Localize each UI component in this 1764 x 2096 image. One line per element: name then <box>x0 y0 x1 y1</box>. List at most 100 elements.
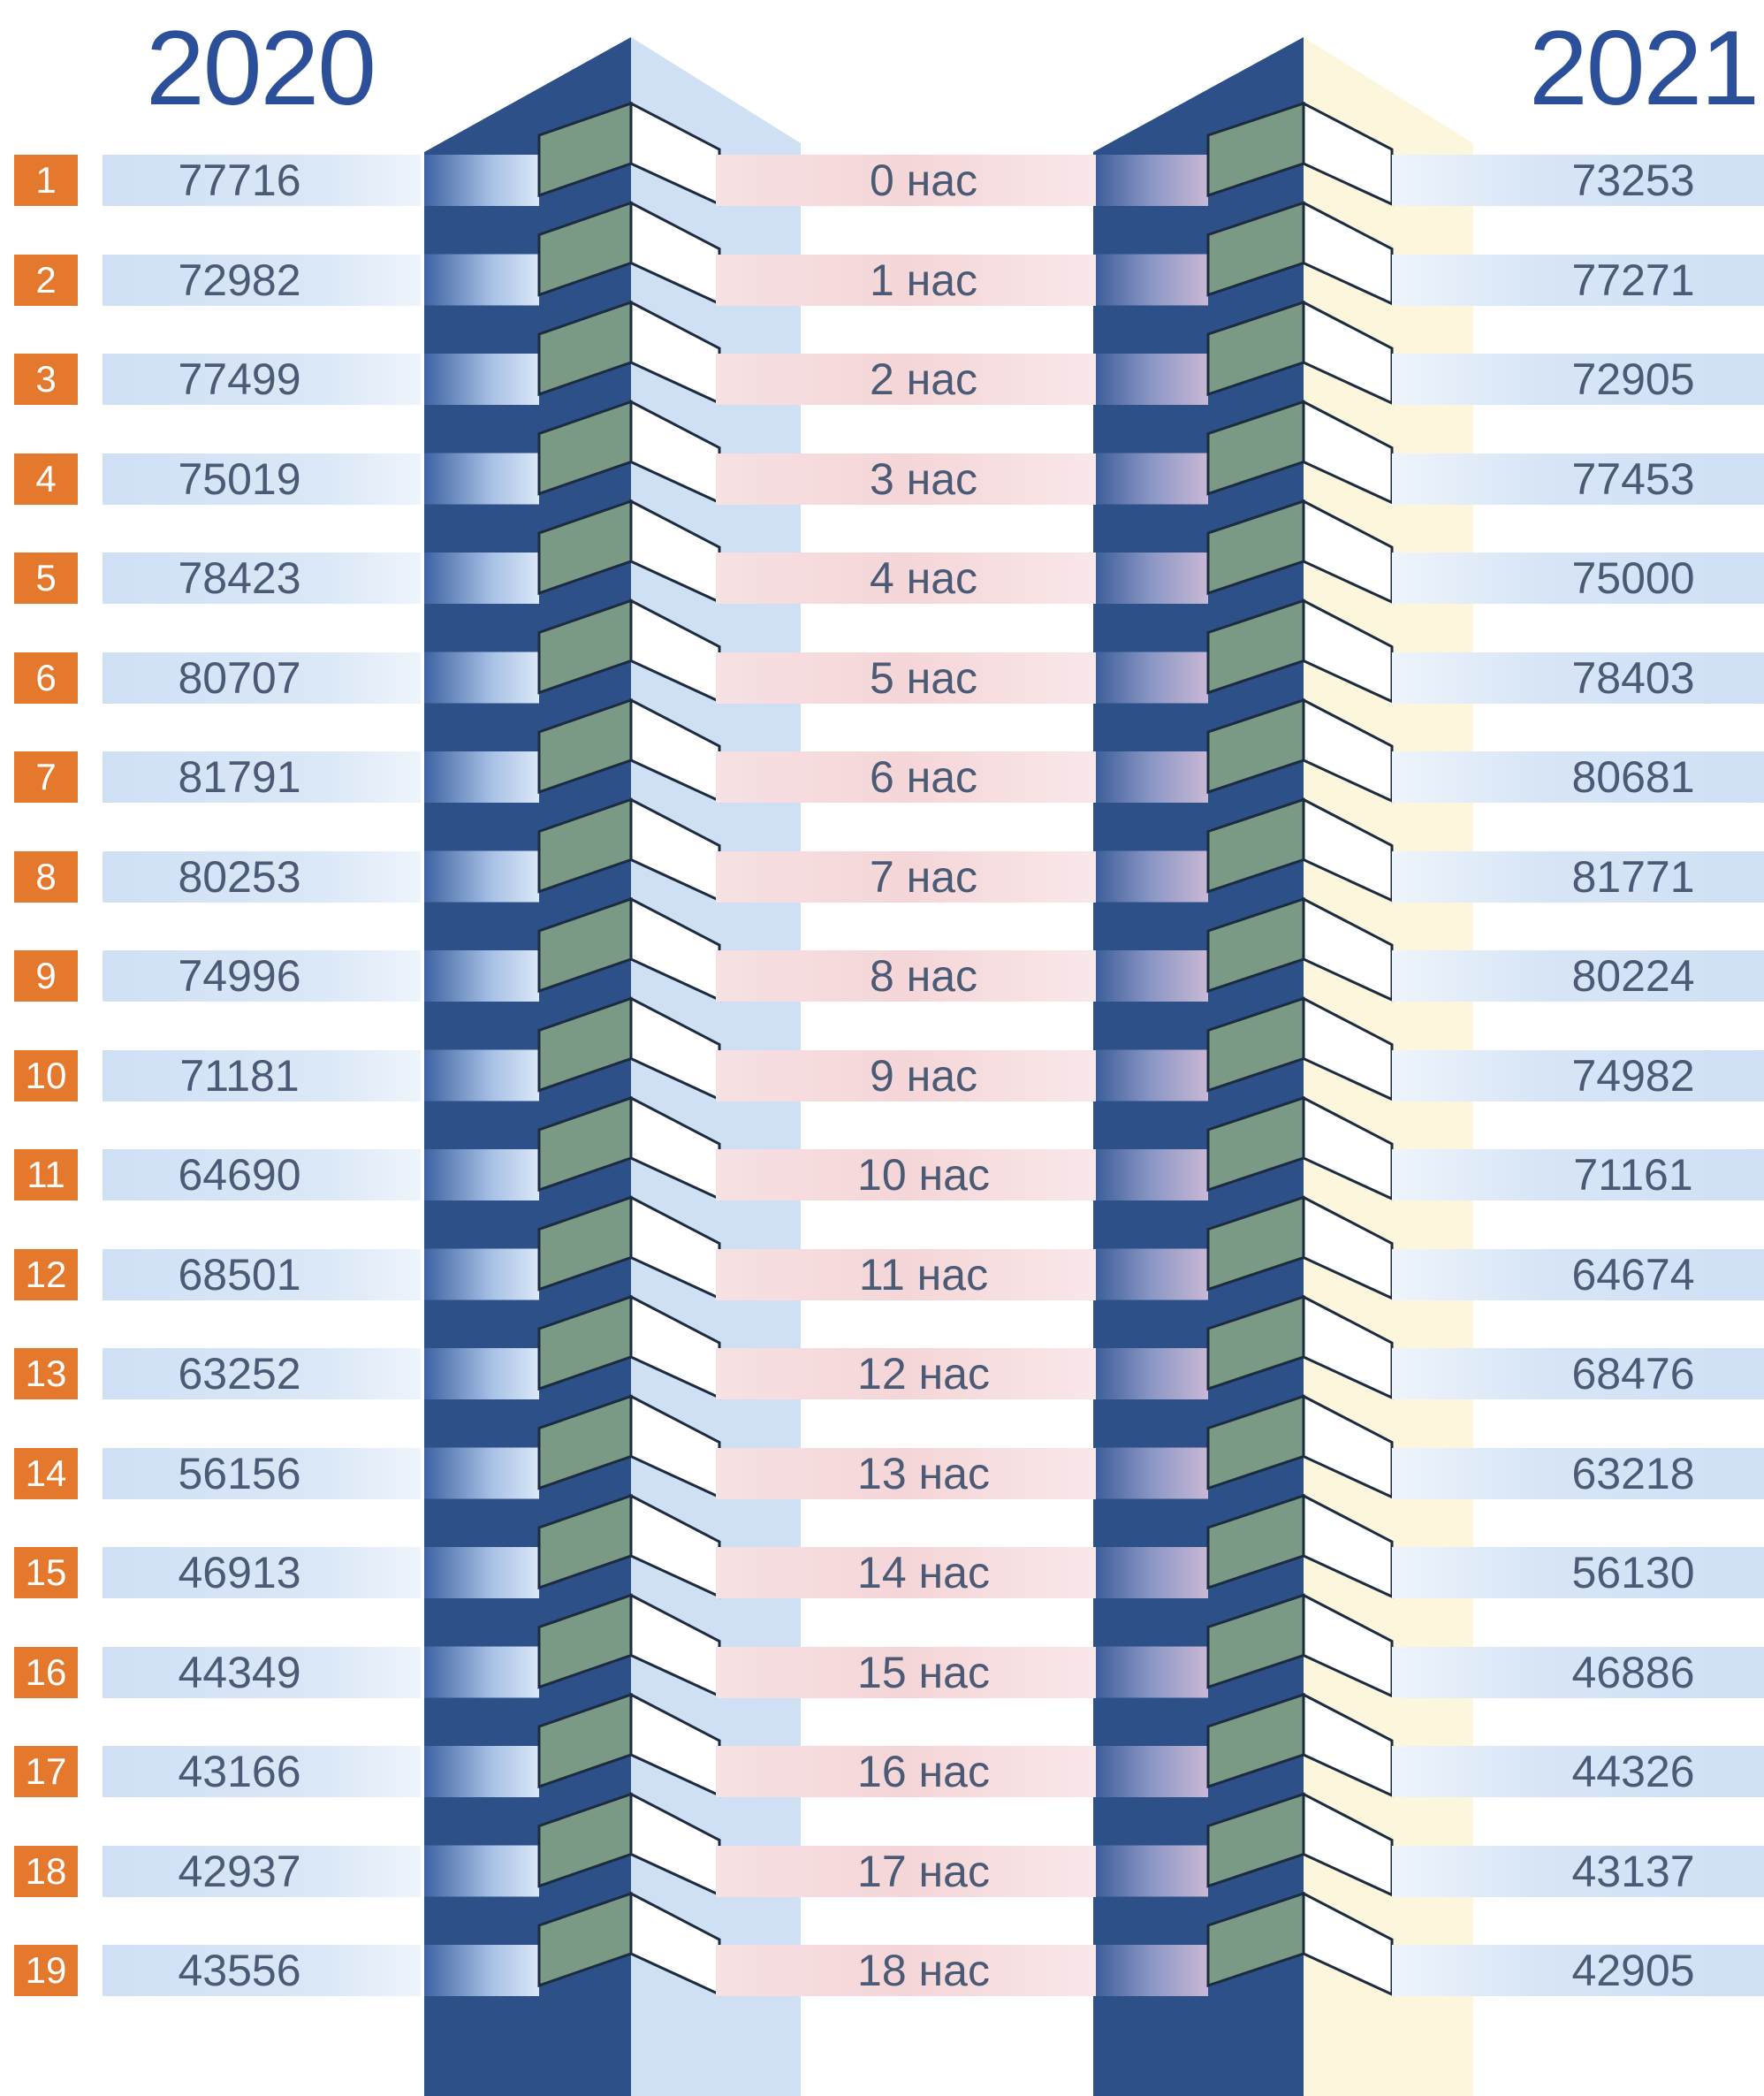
row-number-badge: 14 <box>14 1447 78 1499</box>
tower-right-band <box>1093 254 1208 306</box>
value-2020: 64690 <box>178 1150 301 1200</box>
tower-left-band <box>424 950 539 1002</box>
row-number-badge: 8 <box>14 850 78 903</box>
tower-left-band <box>424 1248 539 1300</box>
row-strip-2021 <box>1392 155 1764 206</box>
age-label: 10 нас <box>857 1150 990 1200</box>
row-strip-2021 <box>1392 1049 1764 1101</box>
tower-right-band <box>1093 1845 1208 1897</box>
table-row: 16 44349 15 нас 46886 <box>0 1646 1764 1700</box>
table-row: 9 74996 8 нас 80224 <box>0 950 1764 1003</box>
row-strip-2020 <box>103 1049 421 1101</box>
value-2020: 77716 <box>178 156 301 205</box>
row-strip-age <box>716 1049 1096 1101</box>
age-label: 6 нас <box>869 752 978 802</box>
row-strip-2020 <box>103 1149 421 1200</box>
age-label: 5 нас <box>869 652 978 703</box>
value-2021: 68476 <box>1571 1349 1695 1399</box>
row-strip-age <box>716 254 1096 306</box>
age-label: 2 нас <box>869 354 978 404</box>
table-row: 17 43166 16 нас 44326 <box>0 1746 1764 1799</box>
value-2021: 46886 <box>1571 1647 1695 1697</box>
row-strip-2021 <box>1392 1447 1764 1499</box>
age-label: 3 нас <box>869 453 978 504</box>
row-strip-2021 <box>1392 1746 1764 1797</box>
value-2021: 81771 <box>1571 851 1695 902</box>
tower-left-band <box>424 453 539 505</box>
value-2020: 72982 <box>178 255 301 305</box>
row-strip-age <box>716 453 1096 505</box>
row-strip-2020 <box>103 1348 421 1399</box>
tower-left-band <box>424 850 539 903</box>
row-number-badge: 10 <box>14 1049 78 1101</box>
tower-left-band <box>424 1646 539 1698</box>
row-number-badge: 12 <box>14 1248 78 1300</box>
tower-left-band <box>424 1447 539 1499</box>
row-strip-2021 <box>1392 1945 1764 1996</box>
tower-right-band <box>1093 354 1208 405</box>
table-row: 10 71181 9 нас 74982 <box>0 1049 1764 1103</box>
row-number-badge: 5 <box>14 553 78 604</box>
table-row: 5 78423 4 нас 75000 <box>0 553 1764 606</box>
value-2020: 56156 <box>178 1448 301 1498</box>
table-row: 2 72982 1 нас 77271 <box>0 254 1764 308</box>
row-strip-2020 <box>103 453 421 505</box>
value-2021: 42905 <box>1571 1946 1695 1995</box>
value-2020: 43556 <box>178 1946 301 1995</box>
value-2021: 43137 <box>1571 1846 1695 1896</box>
row-strip-age <box>716 1447 1096 1499</box>
tower-right-band <box>1093 652 1208 704</box>
tower-left-band <box>424 553 539 604</box>
row-strip-2020 <box>103 553 421 604</box>
row-strip-age <box>716 850 1096 903</box>
tower-left-band <box>424 1547 539 1598</box>
row-number-badge: 15 <box>14 1547 78 1598</box>
value-2020: 80707 <box>178 652 301 703</box>
row-strip-age <box>716 1746 1096 1797</box>
age-label: 9 нас <box>869 1050 978 1101</box>
row-strip-2021 <box>1392 751 1764 803</box>
row-strip-2020 <box>103 155 421 206</box>
tower-left-band <box>424 155 539 206</box>
table-row: 14 56156 13 нас 63218 <box>0 1447 1764 1501</box>
tower-right-band <box>1093 751 1208 803</box>
value-2021: 56130 <box>1571 1548 1695 1597</box>
tower-left-band <box>424 1746 539 1797</box>
row-strip-2020 <box>103 1845 421 1897</box>
tower-left-band <box>424 1348 539 1399</box>
row-strip-2020 <box>103 652 421 704</box>
table-row: 4 75019 3 нас 77453 <box>0 453 1764 507</box>
value-2020: 71181 <box>179 1050 300 1101</box>
age-label: 17 нас <box>857 1846 990 1896</box>
table-row: 6 80707 5 нас 78403 <box>0 652 1764 705</box>
row-strip-2020 <box>103 751 421 803</box>
row-strip-2020 <box>103 254 421 306</box>
table-row: 12 68501 11 нас 64674 <box>0 1248 1764 1302</box>
tower-left-band <box>424 1049 539 1101</box>
value-2020: 44349 <box>178 1647 301 1697</box>
row-number-badge: 4 <box>14 453 78 505</box>
value-2021: 77271 <box>1571 255 1695 305</box>
tower-right-band <box>1093 1646 1208 1698</box>
tower-right-band <box>1093 1945 1208 1996</box>
tower-right-band <box>1093 453 1208 505</box>
value-2020: 43166 <box>178 1747 301 1796</box>
age-label: 18 нас <box>857 1946 990 1995</box>
row-strip-2020 <box>103 1646 421 1698</box>
tower-right-band <box>1093 1348 1208 1399</box>
value-2021: 75000 <box>1571 553 1695 603</box>
row-strip-2021 <box>1392 950 1764 1002</box>
row-strip-2021 <box>1392 1248 1764 1300</box>
row-strip-2021 <box>1392 652 1764 704</box>
row-strip-age <box>716 1248 1096 1300</box>
tower-left-band <box>424 751 539 803</box>
value-2020: 46913 <box>178 1548 301 1597</box>
value-2021: 44326 <box>1571 1747 1695 1796</box>
row-strip-age <box>716 553 1096 604</box>
row-strip-2020 <box>103 1746 421 1797</box>
tower-right-band <box>1093 1149 1208 1200</box>
row-strip-2020 <box>103 1447 421 1499</box>
value-2021: 78403 <box>1571 652 1695 703</box>
tower-right-band <box>1093 950 1208 1002</box>
table-row: 11 64690 10 нас 71161 <box>0 1149 1764 1202</box>
